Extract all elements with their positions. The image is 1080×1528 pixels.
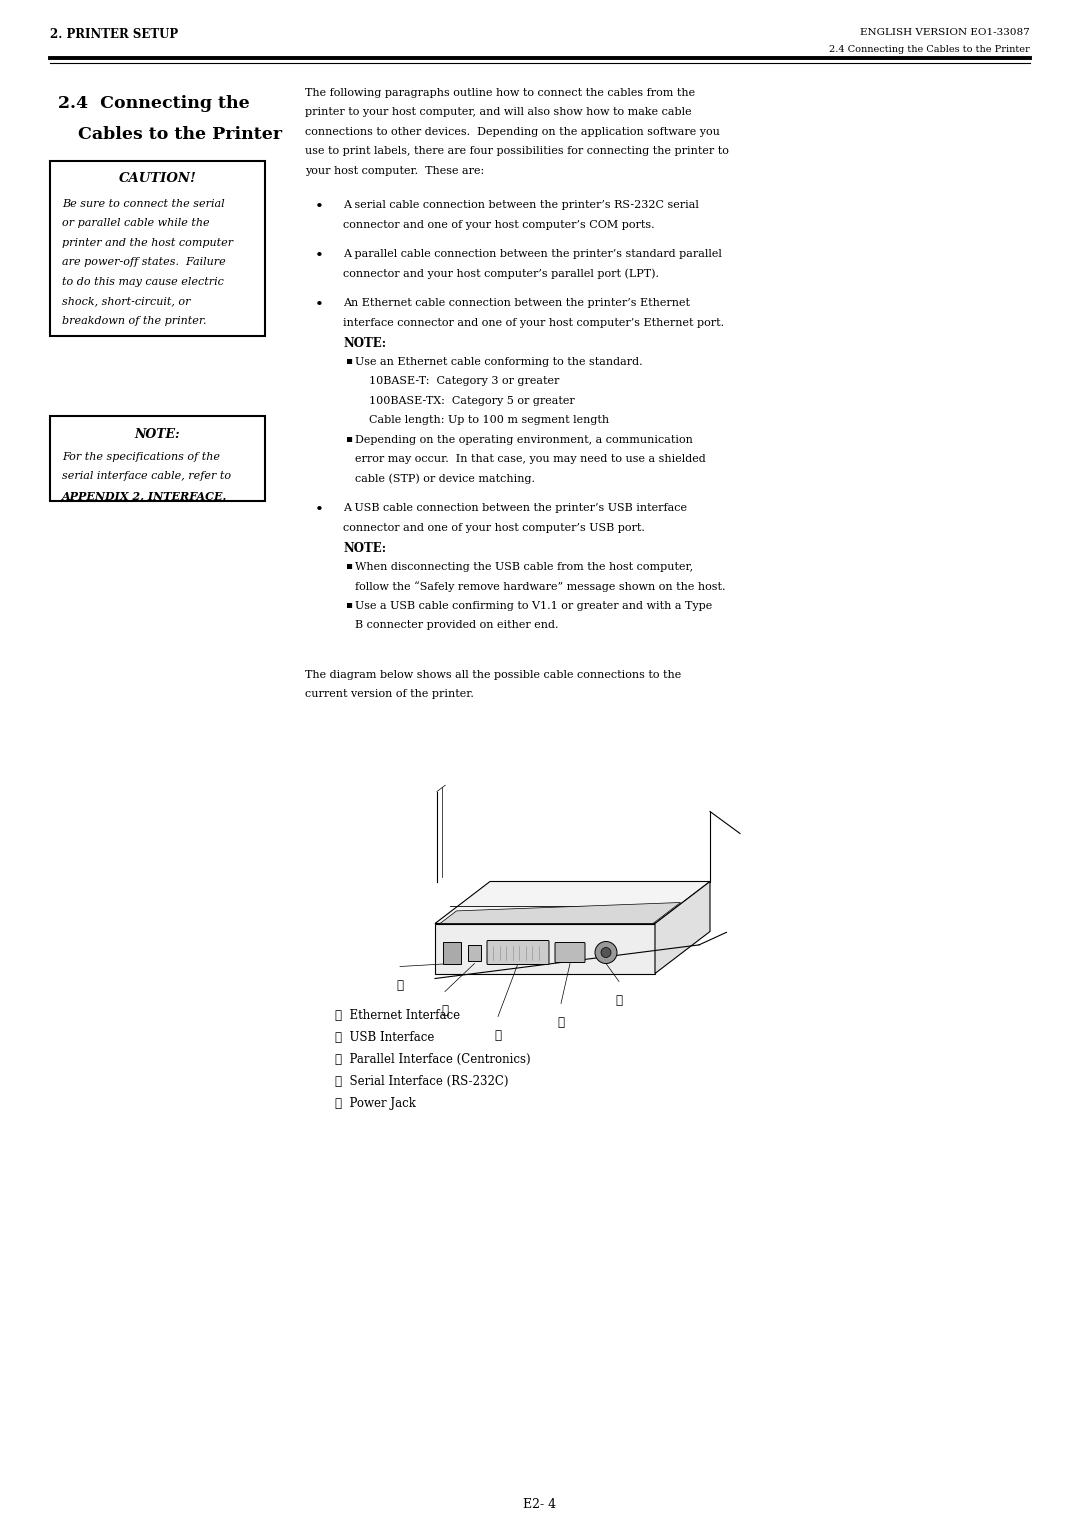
Text: 100BASE-TX:  Category 5 or greater: 100BASE-TX: Category 5 or greater [355,396,575,405]
Text: interface connector and one of your host computer’s Ethernet port.: interface connector and one of your host… [343,318,724,327]
Text: APPENDIX 2, INTERFACE.: APPENDIX 2, INTERFACE. [62,490,228,501]
Text: •: • [315,298,324,312]
Polygon shape [654,882,710,973]
Text: ▪: ▪ [345,356,352,365]
Text: When disconnecting the USB cable from the host computer,: When disconnecting the USB cable from th… [355,561,693,571]
Text: Be sure to connect the serial: Be sure to connect the serial [62,199,225,208]
Text: cable (STP) or device matching.: cable (STP) or device matching. [355,474,535,484]
Text: printer and the host computer: printer and the host computer [62,237,233,248]
Text: printer to your host computer, and will also show how to make cable: printer to your host computer, and will … [305,107,691,118]
Text: ②: ② [442,1004,448,1016]
Text: connector and one of your host computer’s COM ports.: connector and one of your host computer’… [343,220,654,229]
Text: use to print labels, there are four possibilities for connecting the printer to: use to print labels, there are four poss… [305,147,729,156]
FancyBboxPatch shape [50,416,265,501]
Text: ④: ④ [557,1016,565,1028]
Text: CAUTION!: CAUTION! [119,173,197,185]
Text: are power-off states.  Failure: are power-off states. Failure [62,257,226,267]
Text: 10BASE-T:  Category 3 or greater: 10BASE-T: Category 3 or greater [355,376,559,387]
Text: Cables to the Printer: Cables to the Printer [78,125,282,142]
Text: Cable length: Up to 100 m segment length: Cable length: Up to 100 m segment length [355,416,609,425]
Text: B connecter provided on either end.: B connecter provided on either end. [355,620,558,630]
Text: ③: ③ [495,1028,501,1042]
Text: or parallel cable while the: or parallel cable while the [62,219,210,228]
FancyBboxPatch shape [443,941,461,964]
Text: Use a USB cable confirming to V1.1 or greater and with a Type: Use a USB cable confirming to V1.1 or gr… [355,601,712,611]
Text: Use an Ethernet cable conforming to the standard.: Use an Ethernet cable conforming to the … [355,356,643,367]
Text: The following paragraphs outline how to connect the cables from the: The following paragraphs outline how to … [305,87,696,98]
Text: A USB cable connection between the printer’s USB interface: A USB cable connection between the print… [343,503,687,513]
Polygon shape [440,903,680,923]
Text: error may occur.  In that case, you may need to use a shielded: error may occur. In that case, you may n… [355,454,705,465]
Text: serial interface cable, refer to: serial interface cable, refer to [62,471,231,481]
Text: •: • [315,503,324,516]
Text: ④  Serial Interface (RS-232C): ④ Serial Interface (RS-232C) [335,1074,509,1088]
Text: ②  USB Interface: ② USB Interface [335,1030,434,1044]
Text: to do this may cause electric: to do this may cause electric [62,277,224,287]
Text: NOTE:: NOTE: [343,338,387,350]
Text: NOTE:: NOTE: [135,428,180,440]
Text: connector and one of your host computer’s USB port.: connector and one of your host computer’… [343,523,645,532]
Text: your host computer.  These are:: your host computer. These are: [305,165,484,176]
Text: E2- 4: E2- 4 [524,1497,556,1511]
Text: 2. PRINTER SETUP: 2. PRINTER SETUP [50,28,178,41]
Text: Depending on the operating environment, a communication: Depending on the operating environment, … [355,434,693,445]
Text: A serial cable connection between the printer’s RS-232C serial: A serial cable connection between the pr… [343,200,699,209]
Text: •: • [315,249,324,263]
Text: breakdown of the printer.: breakdown of the printer. [62,315,206,325]
FancyBboxPatch shape [487,941,549,964]
Circle shape [600,947,611,958]
Text: •: • [315,200,324,214]
Text: ①  Ethernet Interface: ① Ethernet Interface [335,1008,460,1022]
Text: The diagram below shows all the possible cable connections to the: The diagram below shows all the possible… [305,669,681,680]
Text: 2.4 Connecting the Cables to the Printer: 2.4 Connecting the Cables to the Printer [829,46,1030,55]
FancyBboxPatch shape [50,160,265,336]
Circle shape [595,941,617,964]
Text: connector and your host computer’s parallel port (LPT).: connector and your host computer’s paral… [343,269,659,280]
Text: ENGLISH VERSION EO1-33087: ENGLISH VERSION EO1-33087 [861,28,1030,37]
Text: An Ethernet cable connection between the printer’s Ethernet: An Ethernet cable connection between the… [343,298,690,309]
Text: current version of the printer.: current version of the printer. [305,689,474,698]
Polygon shape [435,882,710,923]
Text: follow the “Safely remove hardware” message shown on the host.: follow the “Safely remove hardware” mess… [355,581,726,591]
Text: ⑤  Power Jack: ⑤ Power Jack [335,1097,416,1109]
Text: A parallel cable connection between the printer’s standard parallel: A parallel cable connection between the … [343,249,721,260]
Text: ▪: ▪ [345,561,352,570]
Text: ▪: ▪ [345,601,352,610]
Text: NOTE:: NOTE: [343,542,387,555]
FancyBboxPatch shape [555,943,585,963]
FancyBboxPatch shape [468,944,481,961]
Text: ①: ① [396,978,404,992]
Text: connections to other devices.  Depending on the application software you: connections to other devices. Depending … [305,127,720,136]
Text: ⑤: ⑤ [616,993,622,1007]
Text: ▪: ▪ [345,434,352,443]
Text: ③  Parallel Interface (Centronics): ③ Parallel Interface (Centronics) [335,1053,530,1065]
Text: For the specifications of the: For the specifications of the [62,451,220,461]
Polygon shape [435,923,654,973]
Text: shock, short-circuit, or: shock, short-circuit, or [62,296,190,306]
Text: 2.4  Connecting the: 2.4 Connecting the [58,95,249,113]
